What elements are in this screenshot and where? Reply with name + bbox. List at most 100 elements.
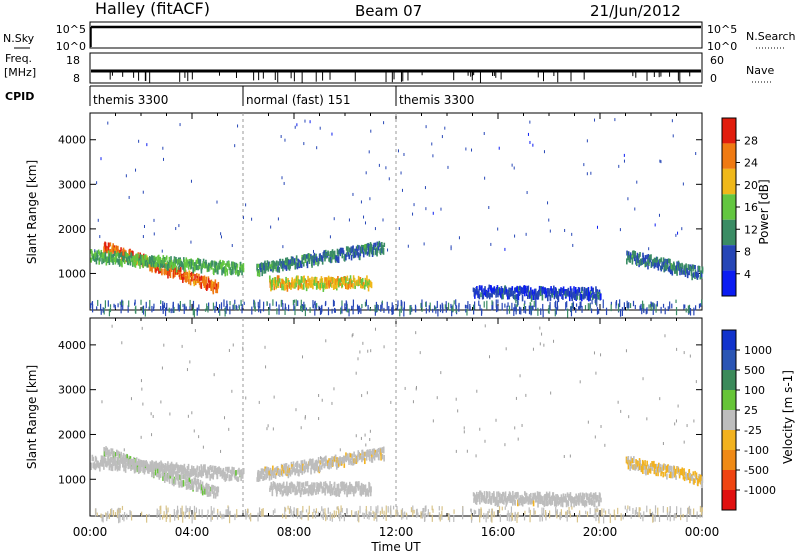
ground-cell <box>626 300 628 309</box>
echo-cell <box>503 495 506 502</box>
colorbar-tick-label: -100 <box>744 444 769 457</box>
echo-cell <box>185 483 188 490</box>
echo-cell <box>650 462 652 468</box>
echo-cell <box>306 254 308 259</box>
echo-cell <box>364 458 366 465</box>
ground-cell <box>601 508 603 517</box>
echo-cell <box>479 498 481 505</box>
ground-cell <box>289 506 292 514</box>
ground-cell <box>524 300 526 305</box>
ground-cell <box>381 300 383 305</box>
noise-cell <box>151 433 153 437</box>
noise-cell <box>390 400 392 404</box>
ground-cell <box>374 304 376 312</box>
ground-cell <box>108 513 111 520</box>
echo-cell <box>237 469 239 475</box>
echo-cell <box>206 486 209 492</box>
echo-cell <box>296 466 298 474</box>
ground-cell <box>153 306 155 311</box>
ground-cell <box>228 514 231 524</box>
echo-cell <box>649 254 651 260</box>
echo-cell <box>271 277 274 283</box>
echo-cell <box>309 488 312 495</box>
echo-cell <box>315 489 317 494</box>
echo-cell <box>91 253 94 260</box>
noise-cell <box>369 438 371 442</box>
echo-cell <box>541 294 544 301</box>
noise-cell <box>455 397 457 401</box>
echo-cell <box>497 500 500 507</box>
echo-cell <box>355 250 357 256</box>
echo-cell <box>291 277 294 282</box>
echo-cell <box>150 462 153 470</box>
ground-cell <box>262 508 264 517</box>
echo-cell <box>648 256 650 264</box>
ground-cell <box>396 506 398 514</box>
noise-cell <box>178 224 180 228</box>
echo-cell <box>134 261 137 268</box>
echo-cell <box>694 265 696 270</box>
ground-cell <box>639 507 641 511</box>
echo-cell <box>203 283 206 289</box>
echo-cell <box>143 254 146 262</box>
colorbar-swatch <box>722 350 736 370</box>
echo-cell <box>308 486 311 492</box>
echo-cell <box>285 264 288 271</box>
echo-cell <box>111 460 114 468</box>
echo-cell <box>554 496 556 503</box>
ground-cell <box>257 301 259 308</box>
echo-cell <box>371 246 374 253</box>
echo-cell <box>676 466 678 471</box>
echo-cell <box>656 262 659 268</box>
echo-cell <box>686 272 689 279</box>
echo-cell <box>98 251 101 256</box>
ground-cell <box>641 300 644 309</box>
echo-cell <box>647 262 649 270</box>
echo-cell <box>594 293 596 299</box>
ground-cell <box>376 304 378 313</box>
echo-cell <box>642 467 644 475</box>
echo-cell <box>311 484 313 491</box>
echo-cell <box>261 262 264 268</box>
ground-cell <box>183 307 185 314</box>
ground-cell <box>425 307 427 314</box>
velocity-y-axis-label: Slant Range [km] <box>25 365 39 469</box>
noise-cell <box>569 454 571 458</box>
echo-cell <box>240 469 243 474</box>
echo-cell <box>207 267 210 272</box>
echo-cell <box>586 287 589 295</box>
ground-cell <box>448 514 451 523</box>
echo-cell <box>109 242 112 247</box>
echo-cell <box>699 275 702 280</box>
echo-cell <box>631 458 634 463</box>
echo-cell <box>323 456 326 462</box>
echo-cell <box>331 249 334 254</box>
echo-cell <box>559 288 561 296</box>
echo-cell <box>310 281 313 288</box>
echo-cell <box>566 499 568 505</box>
colorbar-tick-label: 12 <box>744 223 758 236</box>
echo-cell <box>379 248 382 256</box>
echo-cell <box>561 497 564 503</box>
ground-cell <box>395 509 397 517</box>
echo-cell <box>330 276 332 282</box>
ground-cell <box>466 308 468 316</box>
echo-cell <box>529 287 532 292</box>
ground-cell <box>226 300 228 308</box>
x-tick-label: 00:00 <box>685 525 720 539</box>
noise-cell <box>143 224 145 228</box>
ground-cell <box>220 302 223 310</box>
ground-cell <box>667 306 669 311</box>
echo-cell <box>144 467 146 473</box>
echo-cell <box>349 279 351 285</box>
echo-cell <box>296 275 298 282</box>
echo-cell <box>515 287 517 293</box>
echo-cell <box>557 495 560 501</box>
echo-cell <box>195 259 198 265</box>
echo-cell <box>195 279 198 284</box>
echo-cell <box>546 291 548 298</box>
echo-cell <box>369 489 372 497</box>
echo-cell <box>119 462 121 469</box>
noise-cell <box>563 454 565 458</box>
nave-label: Nave <box>746 64 774 77</box>
